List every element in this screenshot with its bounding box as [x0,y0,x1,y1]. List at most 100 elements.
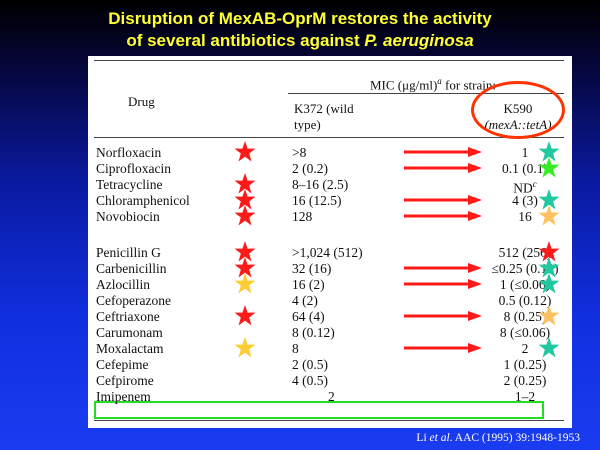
mic-mutant-value: 2 [521,341,529,357]
highlight-oval [471,81,565,139]
mic-wild-type: 8 (0.12) [292,325,335,340]
header-mic: MIC (μg/ml)a for strain: [370,74,496,92]
mic-mutant-value: 4 (3) [512,193,538,209]
drug-name: Cefoperazone [96,292,171,308]
mic-mutant-value: 1 (0.25) [503,357,547,373]
mic-mutant: 2 [465,341,585,356]
header-mic-text: MIC (μg/ml) [370,77,438,93]
imipenem-highlight-box [94,401,544,419]
citation-rest: . AAC (1995) 39:1948-1953 [449,432,580,444]
left-star-icon [234,189,256,210]
header-bottom-rule [94,137,564,138]
slide-title: Disruption of MexAB-OprM restores the ac… [0,8,600,52]
left-star-icon [234,337,256,358]
reduction-arrow-icon [404,147,482,157]
right-star-icon [538,304,560,326]
header-col1-line2: type) [294,117,321,132]
mic-mutant: 4 (3) [465,193,585,208]
reduction-arrow-icon [404,211,482,222]
mic-mutant: 8 (0.25) [465,309,585,324]
mic-wild-type: 16 (2) [292,276,325,292]
mic-wild-type: 128 [292,209,313,225]
title-line-2-text: of several antibiotics against [126,31,365,50]
mic-mutant: 1 (0.25) [465,357,585,372]
right-star-icon [538,141,560,162]
left-star-icon [234,272,256,294]
reduction-arrow-icon [404,195,482,206]
right-star-icon [538,240,560,261]
mic-mutant: 0.5 (0.12) [465,293,585,308]
header-span-rule [288,93,564,94]
drug-name: Ciprofloxacin [96,161,171,177]
title-organism: P. aeruginosa [364,31,474,50]
mic-mutant-value: 8 (≤0.06) [499,325,551,340]
mic-wild-type: 2 (0.5) [292,357,328,373]
mic-mutant: 1 [465,145,585,160]
mic-mutant-value: 1 (≤0.06) [499,276,551,292]
mic-wild-type: 64 (4) [292,308,325,324]
drug-name: Azlocillin [96,276,150,292]
mic-wild-type: 8 [292,341,299,357]
left-star-icon [234,304,256,326]
citation-author: Li [416,432,430,444]
mic-mutant-value: ND [513,180,533,196]
left-star-icon [234,205,256,226]
drug-name: Penicillin G [96,244,161,260]
drug-name: Carbenicillin [96,260,167,276]
mic-mutant: 16 [465,209,585,224]
mic-mutant-value: 1 [521,145,529,160]
drug-name: Cefpirome [96,373,154,389]
mic-mutant-value: 16 [518,209,532,225]
mic-wild-type: >1,024 (512) [292,244,363,260]
reduction-arrow-icon [404,310,482,321]
mic-mutant-value: 8 (0.25) [503,308,547,324]
drug-name: Novobiocin [96,209,160,225]
header-drug: Drug [128,94,155,109]
mic-mutant: 1 (≤0.06) [465,277,585,292]
reduction-arrow-icon [404,163,482,174]
header-col1-line1: K372 (wild [294,101,354,116]
right-star-icon [538,256,560,278]
right-star-icon [538,157,560,178]
right-star-icon [538,272,560,294]
right-star-icon [538,205,560,226]
title-line-1: Disruption of MexAB-OprM restores the ac… [108,9,492,28]
mic-wild-type: 4 (2) [292,292,318,308]
mic-mutant-footnote: c [532,179,537,190]
mic-mutant-value: 2 (0.25) [503,373,547,389]
mic-mutant: 512 (256) [465,245,585,260]
left-star-icon [234,173,256,194]
mic-mutant: ≤0.25 (0.12) [465,261,585,276]
reduction-arrow-icon [404,278,482,289]
drug-name: Cefepime [96,357,149,373]
mic-mutant-value: 0.1 (0.1) [501,161,549,177]
header-mic-suffix: for strain: [441,77,496,93]
citation: Li et al. AAC (1995) 39:1948-1953 [416,432,580,444]
mic-wild-type: 4 (0.5) [292,373,328,389]
mic-mutant: 8 (≤0.06) [465,325,585,340]
table-bottom-rule [94,420,564,421]
mic-wild-type: 32 (16) [292,260,332,276]
mic-wild-type: 2 (0.2) [292,161,328,177]
table-top-rule [94,60,564,61]
table-panel: MIC (μg/ml)a for strain: Drug K372 (wild… [88,56,572,428]
mic-mutant-value: 1–2 [514,389,536,405]
mic-wild-type: 8–16 (2.5) [292,177,349,193]
drug-name: Imipenem [96,389,151,405]
mic-wild-type: >8 [292,145,307,160]
right-star-icon [538,189,560,210]
mic-wild-type: 2 [328,389,335,405]
mic-mutant: 1–2 [465,389,585,404]
drug-name: Tetracycline [96,177,163,193]
mic-mutant-value: 512 (256) [498,244,552,260]
drug-name: Carumonam [96,325,163,340]
mic-mutant: 2 (0.25) [465,373,585,388]
left-star-icon [234,256,256,278]
reduction-arrow-icon [404,343,482,354]
drug-name: Norfloxacin [96,145,162,160]
mic-mutant-value: 0.5 (0.12) [498,292,552,308]
drug-name: Ceftriaxone [96,308,160,324]
drug-name: Moxalactam [96,341,164,357]
left-star-icon [234,240,256,261]
mic-wild-type: 16 (12.5) [292,193,342,209]
